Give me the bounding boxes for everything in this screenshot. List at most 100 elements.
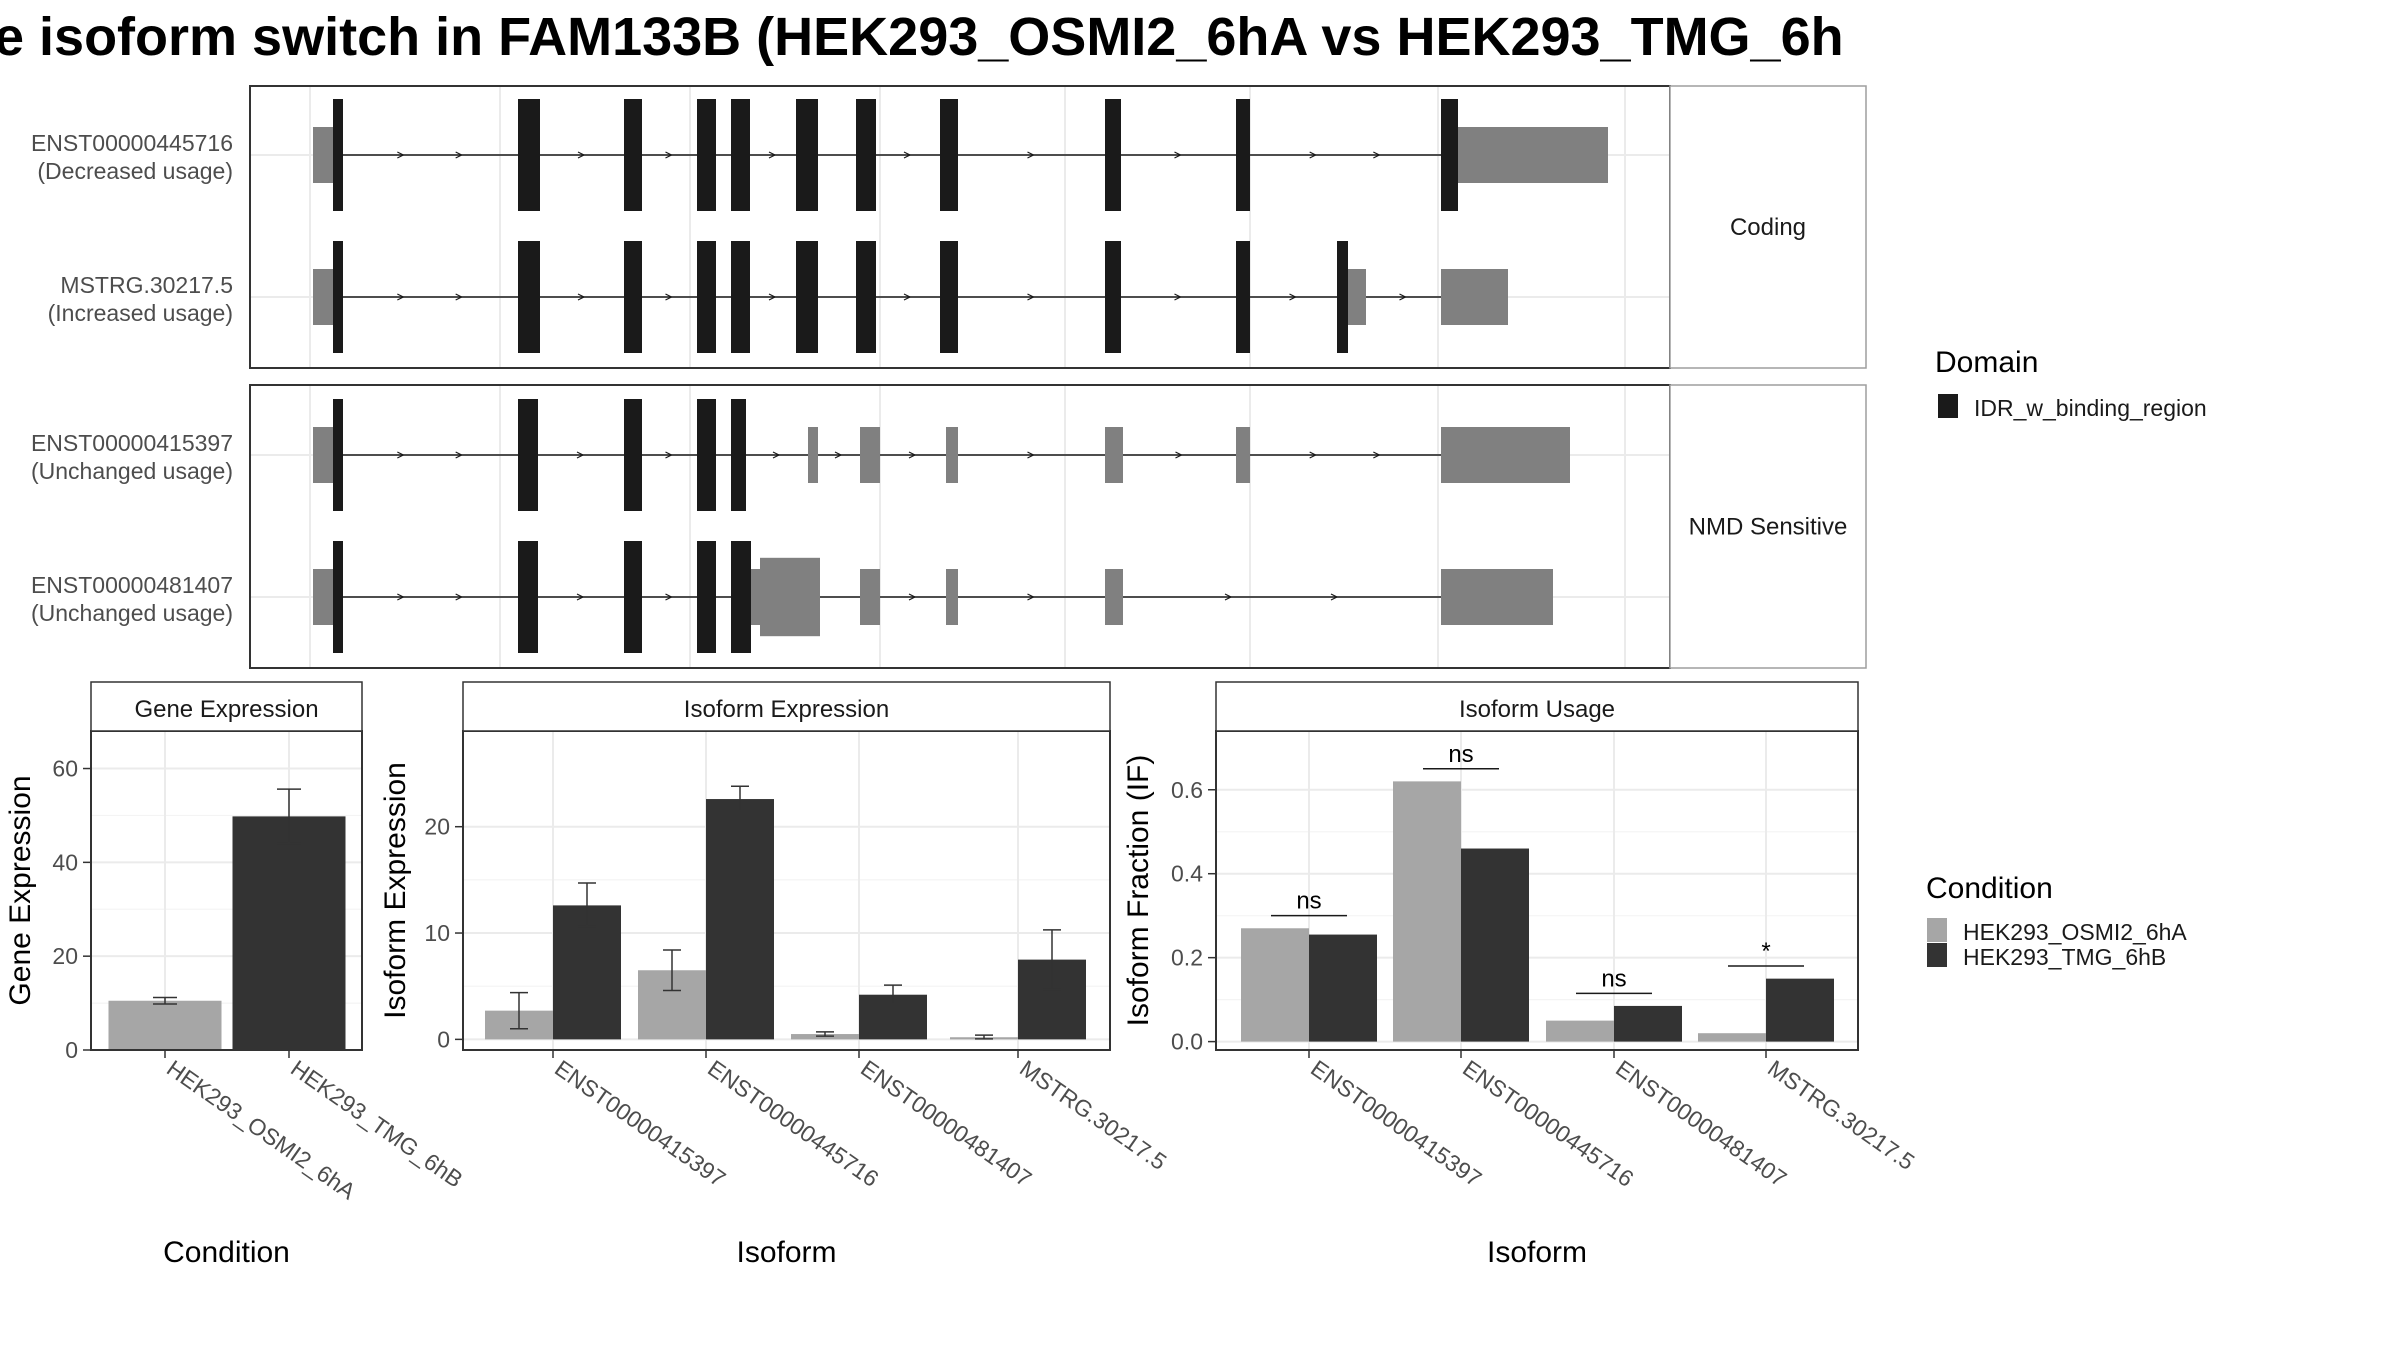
isoform-id-label: ENST00000445716 — [31, 130, 233, 156]
intron-arrow — [665, 451, 673, 459]
intron-arrow — [1309, 451, 1318, 459]
error-bar — [884, 984, 902, 1006]
domain-exon — [333, 399, 343, 511]
chart-strip — [90, 681, 363, 732]
error-bar — [663, 949, 681, 992]
structure-facet-strips: Coding NMD Sensitive — [1669, 85, 1867, 669]
utr-exon — [1105, 569, 1123, 625]
domain-exon — [518, 541, 538, 653]
intron-arrow — [665, 293, 673, 301]
intron-arrow — [1373, 451, 1381, 459]
intron-arrow — [455, 293, 464, 301]
utr-exon — [808, 427, 812, 483]
significance-label: ns — [1448, 741, 1473, 768]
utr-exon — [760, 557, 820, 637]
error-bar — [510, 991, 528, 1030]
domain-legend-title: Domain — [1935, 346, 2038, 379]
domain-legend-key — [1938, 394, 1958, 418]
y-tick-label: 20 — [52, 943, 78, 969]
domain-exon — [624, 241, 642, 353]
intron-arrow — [1174, 151, 1182, 159]
condition-legend-label-b: HEK293_TMG_6hB — [1963, 944, 2166, 970]
chart-strip-label: Gene Expression — [134, 696, 318, 723]
error-bar — [816, 1031, 834, 1037]
domain-exon — [731, 99, 750, 211]
y-tick-label: 0.6 — [1171, 777, 1203, 803]
isoform-id-label: ENST00000481407 — [31, 572, 233, 598]
error-bar — [731, 785, 749, 812]
structure-facet-strip — [1669, 384, 1867, 669]
chart-strip — [1215, 681, 1859, 732]
intron-arrow — [455, 151, 464, 159]
domain-exon — [1105, 241, 1121, 353]
y-tick-label: 20 — [424, 814, 450, 840]
isoform-id-label: MSTRG.30217.5 — [60, 272, 233, 298]
domain-exon — [697, 241, 716, 353]
intron-arrow — [1027, 151, 1035, 159]
bar-HEK293_TMG_6hB-ENST00000445716 — [706, 799, 774, 1040]
utr-exon — [313, 127, 333, 183]
intron-arrow — [1399, 293, 1407, 301]
error-bar — [1043, 929, 1061, 991]
y-axis-title: Isoform Fraction (IF) — [1122, 755, 1155, 1027]
domain-exon — [333, 241, 343, 353]
isoform-usage-label: (Unchanged usage) — [31, 458, 233, 484]
y-tick-label: 0.4 — [1171, 861, 1203, 887]
intron-arrow — [768, 293, 777, 301]
utr-exon — [1441, 569, 1553, 625]
y-tick-label: 40 — [52, 849, 78, 875]
domain-exon — [1441, 99, 1458, 211]
intron-arrow — [1027, 451, 1035, 459]
bar-chart-1: Isoform Expression01020ENST00000415397EN… — [379, 681, 1171, 1269]
intron-arrow — [576, 451, 585, 459]
intron-arrow — [772, 451, 781, 459]
intron-arrow — [1309, 151, 1318, 159]
figure-title: e isoform switch in FAM133B (HEK293_OSMI… — [0, 7, 1844, 67]
domain-exon — [796, 241, 818, 353]
domain-legend: Domain IDR_w_binding_region — [1935, 346, 2207, 421]
domain-exon — [697, 541, 716, 653]
significance-label: ns — [1601, 965, 1626, 992]
intron-arrow — [576, 593, 585, 601]
structure-facet-strip — [1669, 85, 1867, 369]
domain-exon — [856, 99, 876, 211]
domain-exon — [856, 241, 876, 353]
domain-exon — [940, 241, 958, 353]
utr-exon — [1441, 427, 1570, 483]
domain-exon — [1105, 99, 1121, 211]
chart-strip — [462, 681, 1111, 732]
error-bar — [153, 996, 177, 1005]
x-axis-title: Isoform — [1487, 1236, 1587, 1269]
x-tick-label: MSTRG.30217.5 — [1763, 1055, 1919, 1175]
utr-exon — [1348, 269, 1358, 325]
isoform-usage-label: (Unchanged usage) — [31, 600, 233, 626]
intron-arrow — [397, 451, 405, 459]
isoform-structure-plot: ENST00000445716(Decreased usage) MSTRG.30… — [31, 85, 1867, 669]
intron-arrow — [903, 151, 912, 159]
condition-legend-key-a — [1927, 918, 1947, 942]
domain-exon — [1236, 241, 1250, 353]
y-tick-label: 60 — [52, 756, 78, 782]
bar-HEK293_TMG_6hB-ENST00000481407 — [1614, 1005, 1682, 1042]
condition-legend-key-b — [1927, 943, 1947, 967]
domain-exon — [333, 99, 343, 211]
intron-arrow — [834, 451, 843, 459]
bar-HEK293_OSMI2_6hA — [108, 1000, 222, 1050]
domain-exon — [518, 241, 540, 353]
utr-exon — [1236, 427, 1250, 483]
domain-exon — [697, 99, 716, 211]
structure-facet-label: NMD Sensitive — [1689, 514, 1848, 541]
error-bar — [277, 788, 301, 845]
intron-arrow — [1224, 593, 1233, 601]
intron-arrow — [455, 593, 464, 601]
intron-arrow — [665, 151, 673, 159]
intron-arrow — [1027, 593, 1035, 601]
condition-legend-label-a: HEK293_OSMI2_6hA — [1963, 919, 2187, 945]
domain-exon — [731, 241, 750, 353]
significance-label: * — [1761, 938, 1770, 965]
utr-exon — [812, 427, 818, 483]
domain-legend-label: IDR_w_binding_region — [1974, 395, 2207, 421]
y-tick-label: 0.2 — [1171, 945, 1203, 971]
